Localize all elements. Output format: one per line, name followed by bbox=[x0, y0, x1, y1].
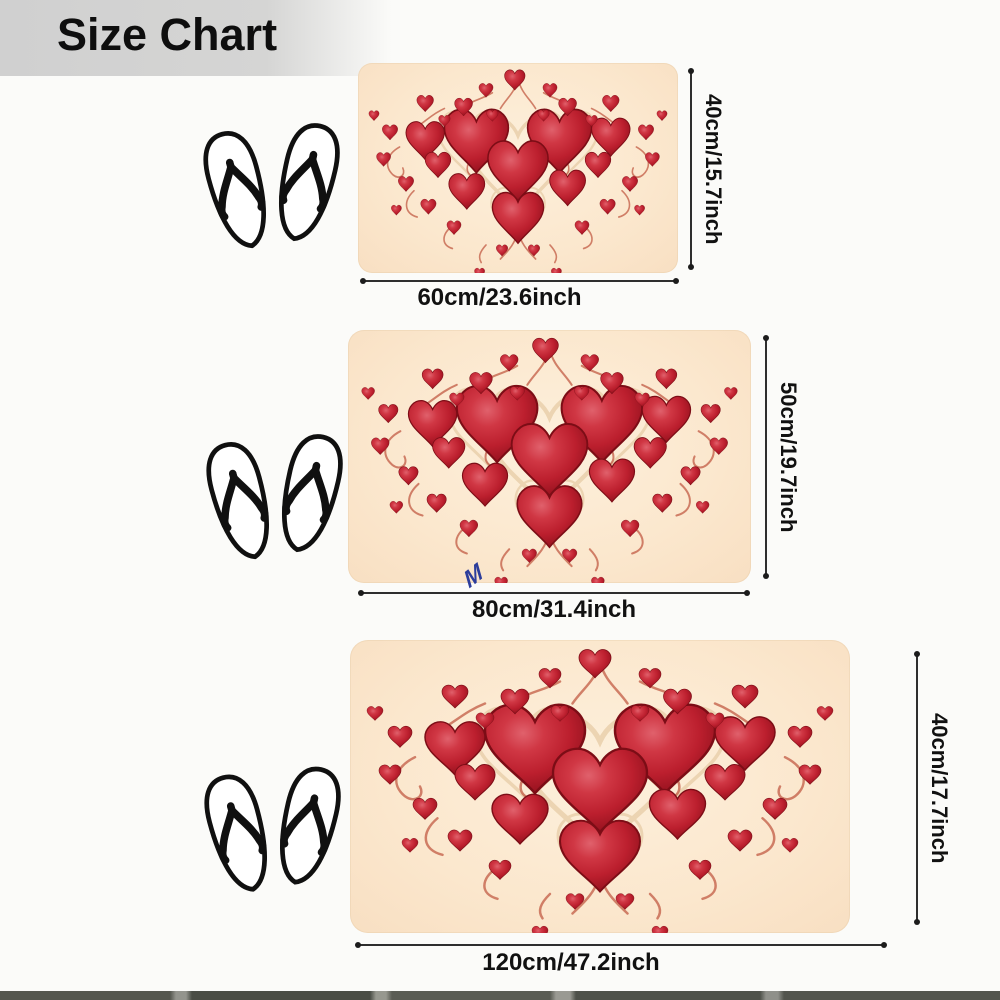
footer-partial-strip bbox=[0, 991, 1000, 1000]
width-dimension-line bbox=[355, 942, 887, 948]
mat-preview-small bbox=[358, 63, 678, 273]
height-dimension-label: 40cm/17.7inch bbox=[927, 712, 952, 864]
header-band bbox=[0, 0, 392, 76]
flip-flops-icon bbox=[203, 110, 345, 268]
hearts-floral-pattern bbox=[358, 63, 678, 273]
hearts-floral-pattern bbox=[350, 640, 850, 933]
mat-preview-large bbox=[350, 640, 850, 933]
height-dimension-line bbox=[688, 68, 694, 270]
page-title: Size Chart bbox=[57, 9, 278, 60]
width-dimension-line bbox=[360, 278, 679, 284]
height-dimension-line bbox=[763, 335, 769, 579]
height-dimension-label: 50cm/19.7inch bbox=[776, 381, 801, 533]
width-dimension-label: 80cm/31.4inch bbox=[471, 596, 637, 623]
flip-flops-icon bbox=[204, 750, 346, 915]
width-dimension-line bbox=[358, 590, 750, 596]
width-dimension-label: 60cm/23.6inch bbox=[417, 284, 582, 311]
height-dimension-line bbox=[914, 651, 920, 925]
width-dimension-label: 120cm/47.2inch bbox=[482, 949, 660, 976]
hearts-floral-pattern bbox=[348, 330, 751, 583]
height-dimension-label: 40cm/15.7inch bbox=[701, 93, 726, 245]
mat-preview-medium bbox=[348, 330, 751, 583]
flip-flops-icon bbox=[206, 420, 348, 580]
